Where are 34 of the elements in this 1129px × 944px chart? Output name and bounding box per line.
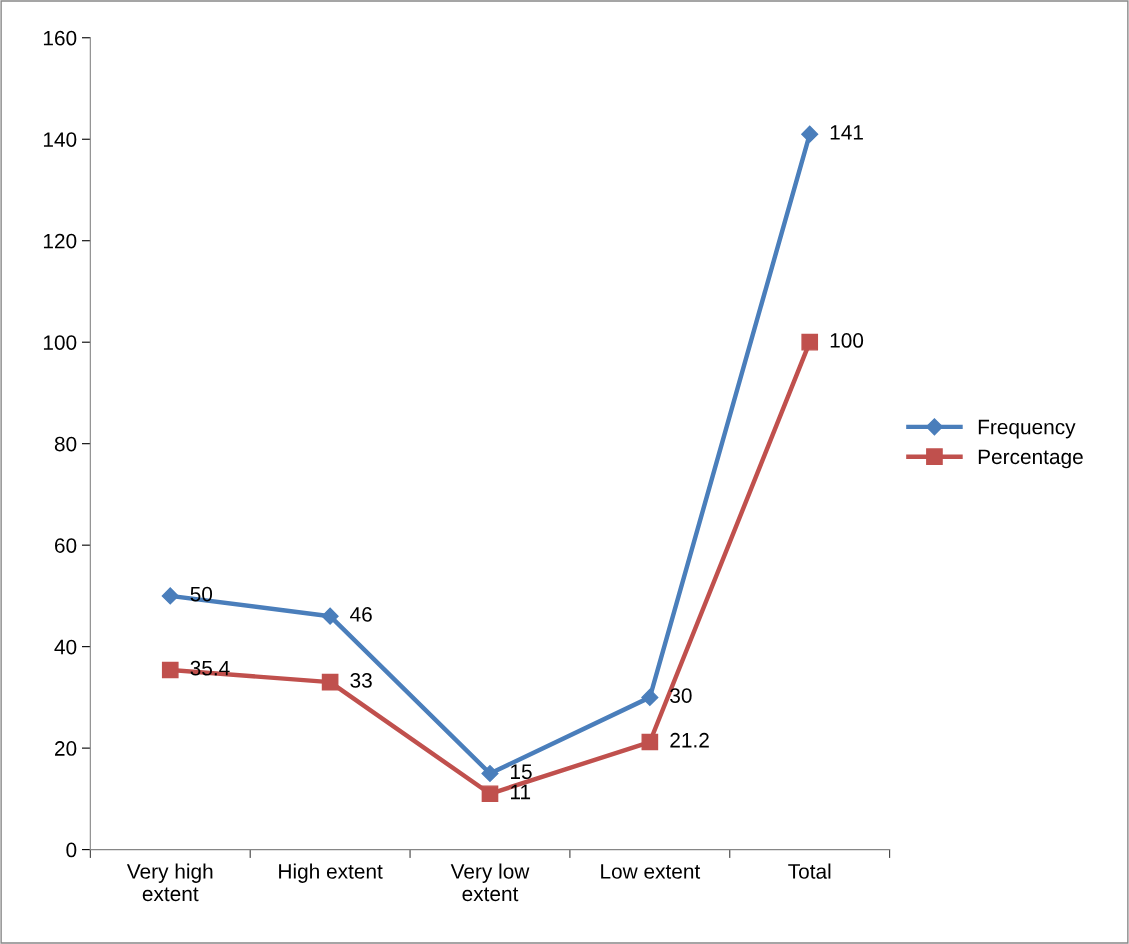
data-label: 21.2: [670, 732, 709, 748]
y-tick-label: 20: [55, 741, 77, 756]
data-label: 11: [511, 784, 531, 800]
data-label: 33: [350, 673, 372, 688]
y-tick-label: 60: [55, 538, 77, 553]
point: [481, 764, 499, 783]
y-tick-label: 160: [43, 30, 77, 46]
y-tick-label: 120: [43, 233, 77, 249]
point: [481, 785, 499, 803]
y-tick-label: 140: [43, 132, 77, 147]
y-tick-label: 0: [66, 842, 77, 858]
legend-label: Frequency: [978, 419, 1076, 439]
x-tick-label: High extent: [279, 863, 383, 883]
point: [161, 587, 179, 605]
point: [321, 673, 339, 691]
point: [321, 607, 339, 625]
x-tick-label: Total: [788, 863, 831, 879]
legend-label: Percentage: [978, 449, 1083, 469]
point: [801, 125, 819, 143]
data-label: 30: [670, 688, 692, 703]
x-tick-label: Very high extent: [126, 863, 213, 902]
data-label: 46: [350, 607, 372, 622]
data-label: 15: [511, 764, 532, 780]
point: [161, 661, 179, 679]
y-tick-label: 80: [54, 436, 77, 452]
y-tick-label: 40: [54, 639, 77, 655]
x-tick-label: Very low extent: [450, 863, 530, 902]
point: [641, 688, 659, 706]
data-label: 100: [830, 333, 864, 348]
point: [801, 333, 819, 351]
x-tick-label: Low extent: [601, 864, 701, 879]
y-tick-label: 100: [43, 335, 77, 350]
point: [641, 733, 659, 751]
data-label: 141: [830, 125, 863, 140]
